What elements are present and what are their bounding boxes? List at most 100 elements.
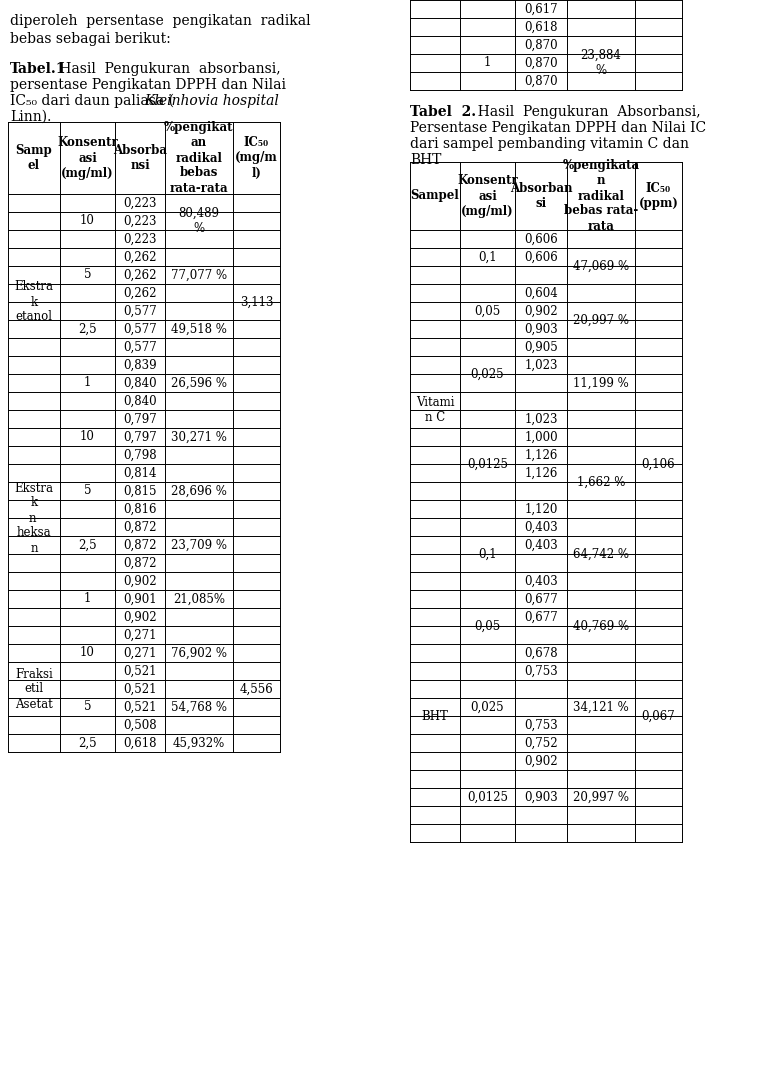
Text: 45,932%: 45,932% xyxy=(173,736,225,749)
Text: Kleinhovia hospital: Kleinhovia hospital xyxy=(144,94,279,108)
Text: 0,872: 0,872 xyxy=(123,521,157,534)
Text: 0,901: 0,901 xyxy=(123,593,157,606)
Text: 40,769 %: 40,769 % xyxy=(573,620,629,632)
Text: 2,5: 2,5 xyxy=(79,538,97,551)
Text: 0,618: 0,618 xyxy=(123,736,157,749)
Text: Ekstra
k
etanol: Ekstra k etanol xyxy=(15,281,53,324)
Text: 0,0125: 0,0125 xyxy=(467,790,508,804)
Text: 0,798: 0,798 xyxy=(123,448,157,462)
Text: Absorban
si: Absorban si xyxy=(510,182,572,210)
Text: 0,0125: 0,0125 xyxy=(467,458,508,471)
Text: 23,884
%: 23,884 % xyxy=(581,49,621,77)
Text: 0,902: 0,902 xyxy=(123,575,157,587)
Text: Konsentr
asi
(mg/ml): Konsentr asi (mg/ml) xyxy=(457,175,518,218)
Text: 0,902: 0,902 xyxy=(524,755,557,768)
Text: 0,903: 0,903 xyxy=(524,323,558,336)
Text: 0,606: 0,606 xyxy=(524,251,558,264)
Text: 1,000: 1,000 xyxy=(524,431,557,444)
Text: 0,521: 0,521 xyxy=(123,700,157,714)
Text: 0,618: 0,618 xyxy=(524,20,557,33)
Text: 0,814: 0,814 xyxy=(123,466,157,479)
Text: 80,489
%: 80,489 % xyxy=(179,207,219,235)
Text: 0,223: 0,223 xyxy=(123,233,157,245)
Text: 0,025: 0,025 xyxy=(470,368,504,381)
Text: 49,518 %: 49,518 % xyxy=(171,323,227,336)
Text: 0,604: 0,604 xyxy=(524,286,558,299)
Text: 0,508: 0,508 xyxy=(123,718,157,731)
Text: 0,797: 0,797 xyxy=(123,431,157,444)
Text: 0,815: 0,815 xyxy=(123,485,157,497)
Text: 0,753: 0,753 xyxy=(524,718,558,731)
Text: 0,752: 0,752 xyxy=(524,736,557,749)
Text: 23,709 %: 23,709 % xyxy=(171,538,227,551)
Text: 1: 1 xyxy=(84,376,91,389)
Text: 11,199 %: 11,199 % xyxy=(573,376,629,389)
Text: 1,120: 1,120 xyxy=(524,503,557,516)
Text: 0,223: 0,223 xyxy=(123,196,157,209)
Text: 26,596 %: 26,596 % xyxy=(171,376,227,389)
Text: 4,556: 4,556 xyxy=(239,683,273,696)
Text: 0,262: 0,262 xyxy=(123,286,157,299)
Text: persentase Pengikatan DPPH dan Nilai: persentase Pengikatan DPPH dan Nilai xyxy=(10,78,286,92)
Text: 76,902 %: 76,902 % xyxy=(171,646,227,659)
Text: Ekstra
k
n-
heksa
n: Ekstra k n- heksa n xyxy=(15,481,53,554)
Text: 0,521: 0,521 xyxy=(123,665,157,678)
Text: 0,025: 0,025 xyxy=(470,700,504,714)
Text: 1,023: 1,023 xyxy=(524,358,557,372)
Text: 0,05: 0,05 xyxy=(474,304,500,317)
Text: 0,606: 0,606 xyxy=(524,233,558,245)
Text: 1,126: 1,126 xyxy=(524,466,557,479)
Text: 0,905: 0,905 xyxy=(524,341,558,354)
Text: 0,840: 0,840 xyxy=(123,394,157,407)
Text: 1,126: 1,126 xyxy=(524,448,557,462)
Text: 2,5: 2,5 xyxy=(79,323,97,336)
Text: 54,768 %: 54,768 % xyxy=(171,700,227,714)
Text: Tabel.1: Tabel.1 xyxy=(10,62,66,76)
Text: %pengikat
an
radikal
bebas
rata-rata: %pengikat an radikal bebas rata-rata xyxy=(164,121,234,194)
Text: IC₅₀
(ppm): IC₅₀ (ppm) xyxy=(638,182,678,210)
Text: 1,662 %: 1,662 % xyxy=(577,476,625,489)
Text: Tabel  2.: Tabel 2. xyxy=(410,105,476,119)
Text: 0,577: 0,577 xyxy=(123,341,157,354)
Text: 0,1: 0,1 xyxy=(478,251,497,264)
Text: 1: 1 xyxy=(484,57,491,70)
Text: BHT: BHT xyxy=(421,710,448,723)
Text: 0,1: 0,1 xyxy=(478,548,497,561)
Text: 0,872: 0,872 xyxy=(123,538,157,551)
Text: 0,617: 0,617 xyxy=(524,2,557,15)
Text: 28,696 %: 28,696 % xyxy=(171,485,227,497)
Text: 0,870: 0,870 xyxy=(524,57,557,70)
Text: 0,753: 0,753 xyxy=(524,665,558,678)
Text: 20,997 %: 20,997 % xyxy=(573,790,629,804)
Text: 0,677: 0,677 xyxy=(524,610,558,624)
Text: 2,5: 2,5 xyxy=(79,736,97,749)
Text: bebas sebagai berikut:: bebas sebagai berikut: xyxy=(10,32,171,46)
Text: 0,678: 0,678 xyxy=(524,646,557,659)
Text: Konsentr
asi
(mg/ml): Konsentr asi (mg/ml) xyxy=(57,136,118,179)
Text: 0,577: 0,577 xyxy=(123,304,157,317)
Text: 0,521: 0,521 xyxy=(123,683,157,696)
Text: dari sampel pembanding vitamin C dan: dari sampel pembanding vitamin C dan xyxy=(410,137,689,151)
Text: 0,903: 0,903 xyxy=(524,790,558,804)
Text: Persentase Pengikatan DPPH dan Nilai IC: Persentase Pengikatan DPPH dan Nilai IC xyxy=(410,121,706,135)
Text: Linn).: Linn). xyxy=(10,110,52,124)
Text: 0,840: 0,840 xyxy=(123,376,157,389)
Text: 10: 10 xyxy=(80,646,95,659)
Text: 21,085%: 21,085% xyxy=(173,593,225,606)
Text: 20,997 %: 20,997 % xyxy=(573,313,629,327)
Text: 5: 5 xyxy=(84,268,92,282)
Text: 0,403: 0,403 xyxy=(524,538,558,551)
Text: 0,271: 0,271 xyxy=(123,646,157,659)
Text: 30,271 %: 30,271 % xyxy=(171,431,227,444)
Text: IC₅₀ dari daun paliasa (: IC₅₀ dari daun paliasa ( xyxy=(10,94,174,108)
Text: Hasil  Pengukuran  Absorbansi,: Hasil Pengukuran Absorbansi, xyxy=(469,105,701,119)
Text: 5: 5 xyxy=(84,485,92,497)
Text: 47,069 %: 47,069 % xyxy=(573,259,629,272)
Text: 0,839: 0,839 xyxy=(123,358,157,372)
Text: 0,403: 0,403 xyxy=(524,521,558,534)
Text: 10: 10 xyxy=(80,431,95,444)
Text: 0,677: 0,677 xyxy=(524,593,558,606)
Text: diperoleh  persentase  pengikatan  radikal: diperoleh persentase pengikatan radikal xyxy=(10,14,310,28)
Text: Sampel: Sampel xyxy=(410,190,460,203)
Text: Vitami
n C: Vitami n C xyxy=(416,396,454,425)
